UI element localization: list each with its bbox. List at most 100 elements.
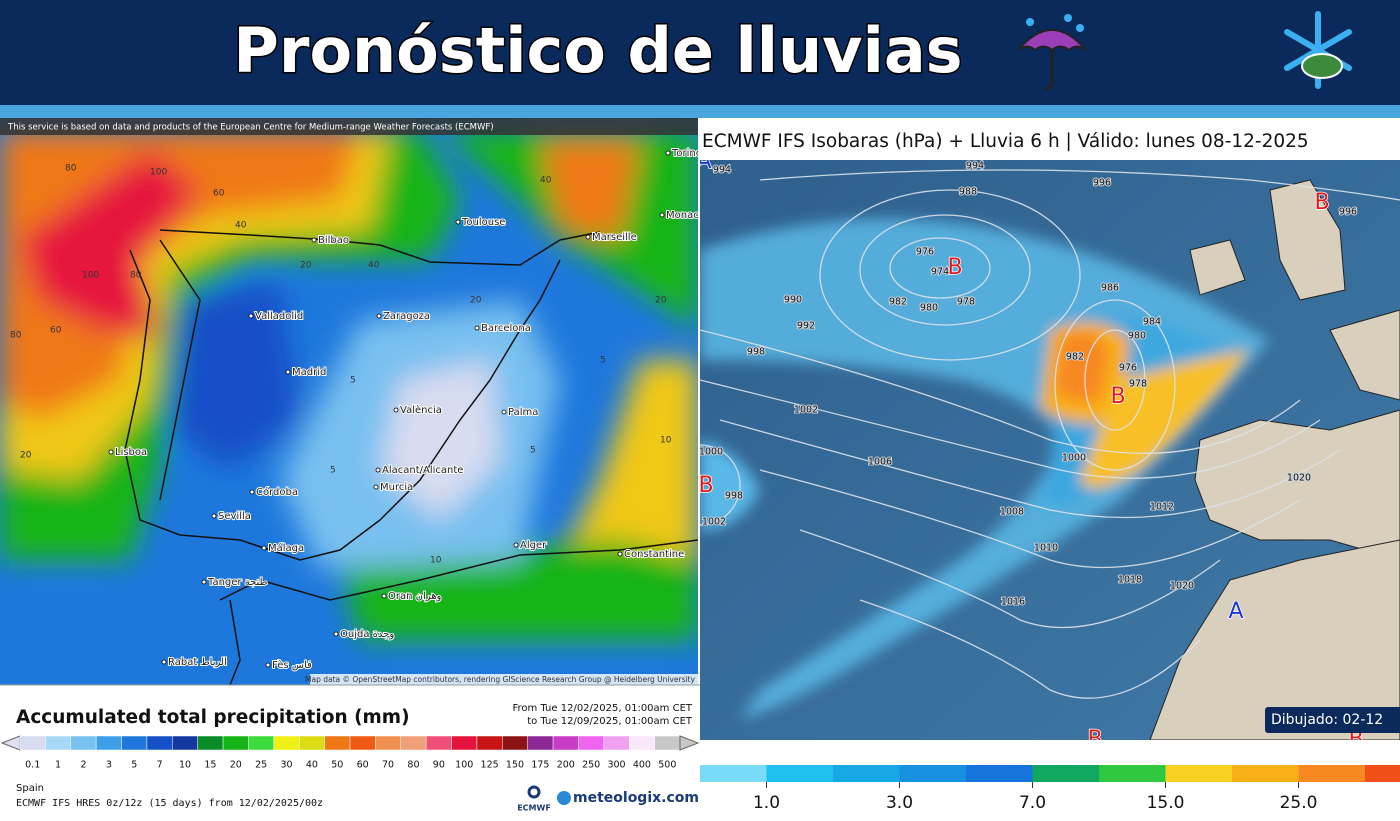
legend-label: 175 — [531, 760, 549, 771]
pressure-center: B — [947, 255, 962, 280]
colorbar-label: 3.0 — [886, 793, 913, 813]
city-marker — [211, 513, 217, 519]
colorbar-swatch — [700, 765, 767, 782]
contour-label: 100 — [150, 168, 167, 178]
isobar-label: 1010 — [1034, 543, 1058, 554]
contour-label: 5 — [330, 466, 336, 476]
umbrella-icon — [1017, 14, 1087, 90]
legend-swatch — [298, 735, 325, 751]
city-marker — [376, 313, 382, 319]
city-marker — [285, 369, 291, 375]
contour-label: 10 — [660, 436, 672, 446]
colorbar-swatch — [833, 765, 900, 782]
source-notice: This service is based on data and produc… — [7, 123, 494, 133]
legend-label: 70 — [382, 760, 394, 771]
contour-label: 100 — [82, 271, 99, 281]
header-bar — [0, 0, 1400, 105]
isobar-label: 992 — [797, 321, 815, 332]
legend-swatch — [121, 735, 148, 751]
legend-label: 30 — [280, 760, 292, 771]
city-label: Valladolid — [255, 311, 303, 322]
city-label: Madrid — [292, 367, 326, 378]
legend-swatch — [95, 735, 122, 751]
city-label: València — [400, 404, 442, 416]
colorbar-label: 15.0 — [1147, 793, 1185, 813]
city-label: Barcelona — [481, 323, 531, 334]
right-title-bar — [700, 118, 1400, 160]
contour-label: 80 — [10, 331, 22, 341]
isobar-label: 982 — [889, 297, 907, 308]
legend-swatch — [603, 735, 630, 751]
city-label: Córdoba — [256, 486, 298, 498]
valid-to: to Tue 12/09/2025, 01:00am CET — [527, 716, 693, 727]
city-marker — [585, 234, 591, 240]
legend-swatch — [273, 735, 300, 751]
city-label: Sevilla — [218, 511, 251, 522]
colorbar-swatch — [1165, 765, 1232, 782]
legend-swatch — [527, 735, 554, 751]
legend-label: 200 — [557, 760, 575, 771]
page-title: Pronóstico de lluvias — [233, 14, 962, 87]
isobar-label: 1000 — [1062, 453, 1086, 464]
contour-label: 20 — [20, 451, 32, 461]
city-marker — [249, 489, 255, 495]
colorbar-swatch — [1232, 765, 1299, 782]
ecmwf-logo: ECMWF — [517, 804, 551, 813]
drawn-box — [1265, 707, 1400, 733]
city-label: Fès فاس — [272, 659, 312, 671]
legend-swatch — [19, 735, 46, 751]
isobar-label: 1020 — [1287, 473, 1311, 484]
city-marker — [501, 409, 507, 415]
legend-swatch — [451, 735, 478, 751]
legend-swatch — [70, 735, 97, 751]
legend-swatch — [146, 735, 173, 751]
isobar-label: 998 — [725, 491, 743, 502]
city-marker — [265, 662, 271, 668]
city-marker — [261, 545, 267, 551]
colorbar-swatch — [1099, 765, 1166, 782]
city-marker — [381, 593, 387, 599]
legend-swatch — [476, 735, 503, 751]
legend-swatch — [552, 735, 579, 751]
isobar-label: 982 — [1066, 352, 1084, 363]
colorbar-swatch — [1298, 765, 1365, 782]
legend-label: 25 — [255, 760, 267, 771]
pressure-center: B — [1087, 727, 1102, 752]
legend-swatch — [502, 735, 528, 751]
legend-swatch — [400, 735, 427, 751]
isobar-label: 1006 — [868, 457, 892, 468]
isobar-label: 1002 — [702, 517, 726, 528]
contour-label: 20 — [300, 261, 312, 271]
city-marker — [161, 659, 167, 665]
snowflake-icon — [1284, 11, 1352, 89]
city-label: Zaragoza — [383, 311, 430, 322]
legend-label: 150 — [506, 760, 524, 771]
isobar-label: 1008 — [1000, 507, 1024, 518]
city-label: Lisboa — [115, 447, 147, 458]
city-label: Murcia — [380, 482, 413, 493]
city-marker — [311, 237, 317, 243]
meteologix-logo: meteologix.com — [573, 790, 699, 806]
city-label: Alacant/Alicante — [382, 465, 463, 476]
legend-swatch — [654, 735, 681, 751]
legend-label: 40 — [306, 760, 318, 771]
city-label: Torino — [671, 148, 702, 159]
city-marker — [201, 579, 207, 585]
city-marker — [617, 551, 623, 557]
drawn-date: Dibujado: 02-12 — [1271, 712, 1383, 728]
city-label: Oujda وجدة — [340, 629, 394, 640]
isobar-label: 1012 — [1150, 502, 1174, 513]
colorbar-label: 7.0 — [1019, 793, 1046, 813]
pressure-center: B — [698, 473, 713, 498]
isobar-label: 996 — [1339, 207, 1357, 218]
legend-label: 7 — [157, 760, 163, 771]
meteologix-logo-mark — [557, 791, 571, 805]
contour-label: 80 — [65, 164, 77, 174]
legend-label: 80 — [407, 760, 419, 771]
right-map-title: ECMWF IFS Isobaras (hPa) + Lluvia 6 h | … — [702, 131, 1309, 152]
contour-label: 10 — [430, 556, 442, 566]
colorbar-swatch — [966, 765, 1033, 782]
legend-title: Accumulated total precipitation (mm) — [16, 707, 410, 728]
contour-label: 40 — [368, 261, 380, 271]
